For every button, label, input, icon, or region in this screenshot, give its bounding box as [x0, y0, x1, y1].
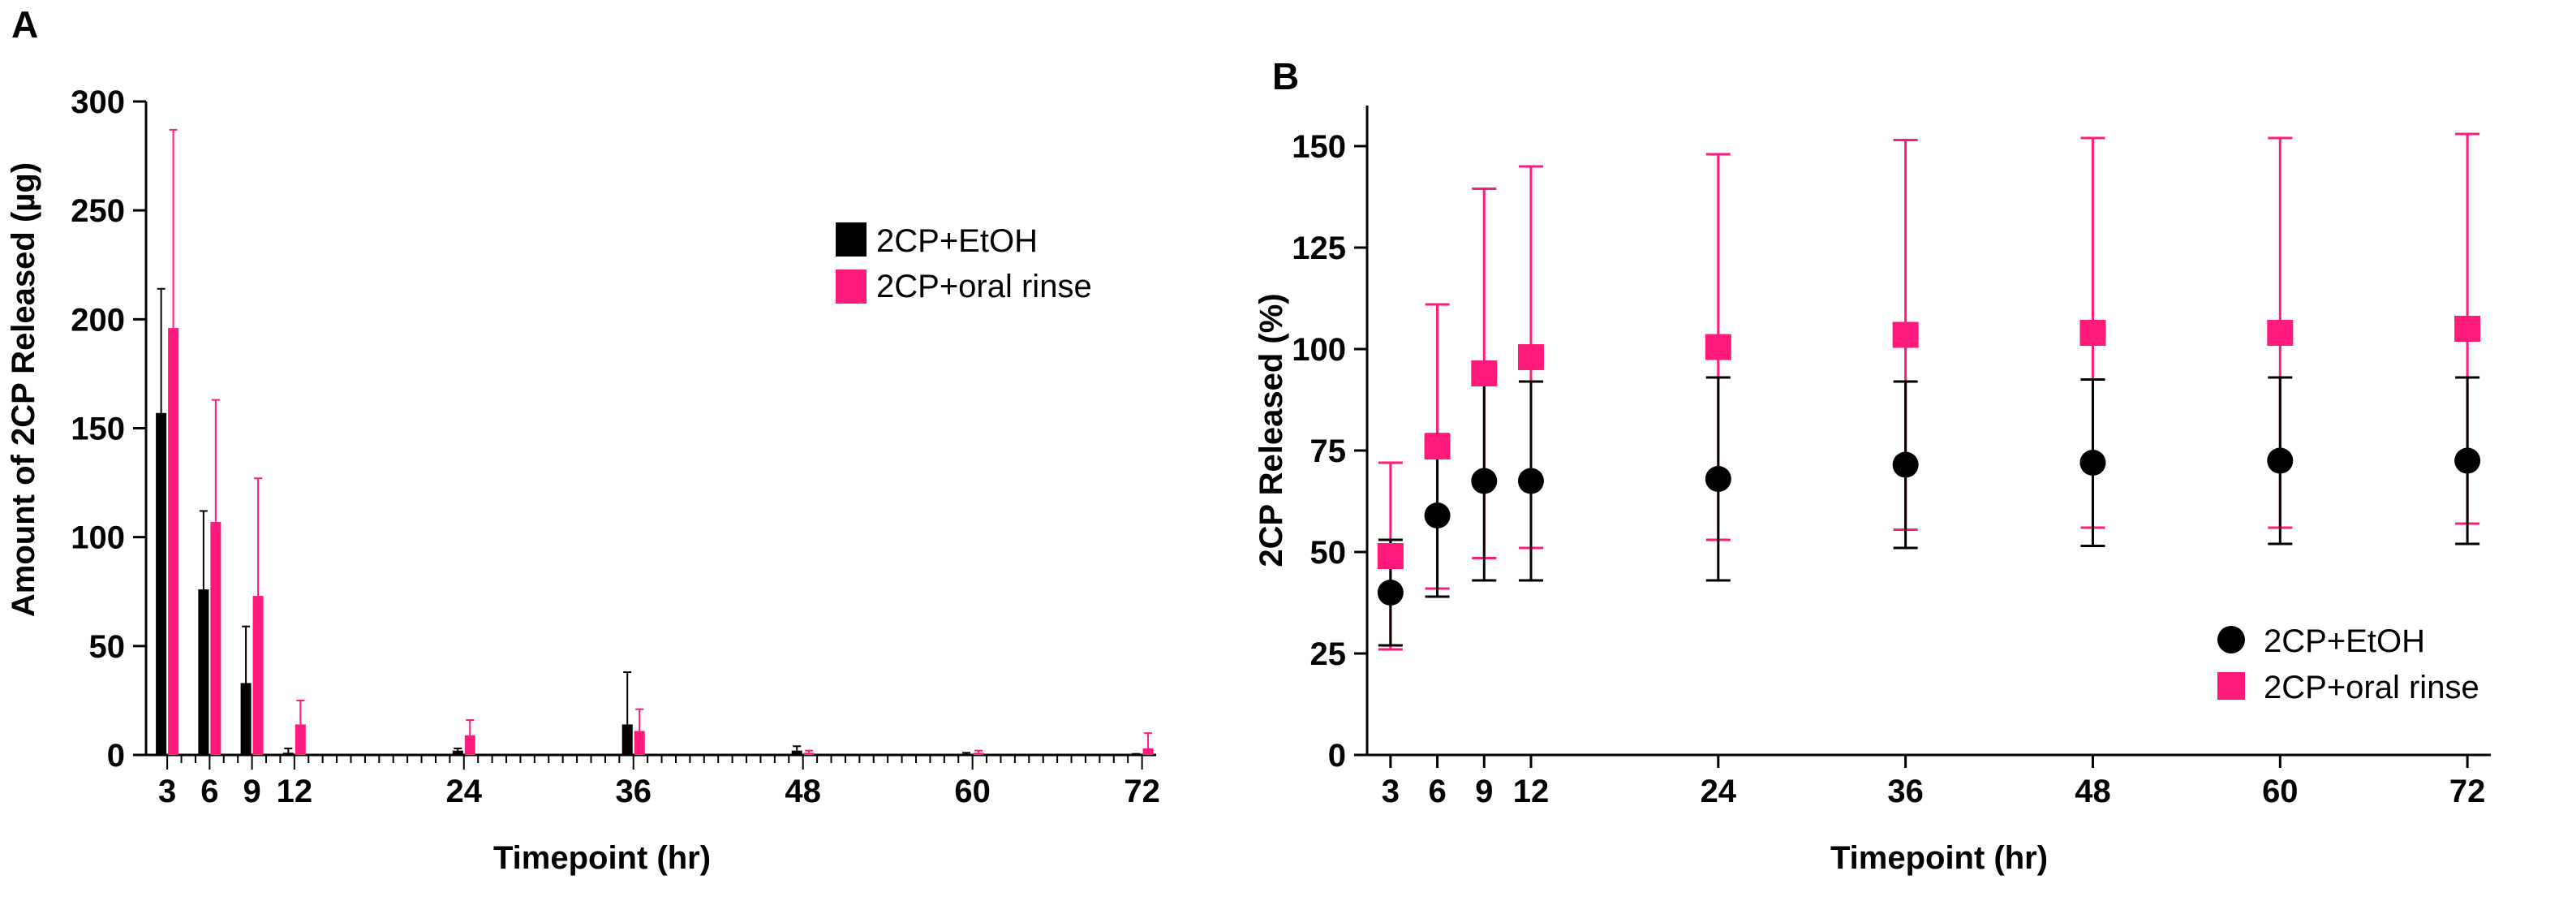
panel-b-point-ethanol — [1424, 502, 1451, 528]
panel-a-bar — [252, 596, 264, 755]
panel-b-x-tick-label: 48 — [2075, 774, 2111, 809]
panel-a-x-tick-label: 60 — [954, 774, 991, 809]
panel-a-bar — [634, 731, 645, 755]
panel-a-label: A — [11, 3, 38, 45]
panel-b-point-ethanol — [1892, 451, 1919, 478]
panel-a-bar — [1130, 754, 1142, 755]
panel-b-legend-marker-ethanol — [2217, 626, 2245, 653]
panel-b-point-oral-rinse — [2454, 316, 2481, 342]
panel-b-x-tick-label: 72 — [2449, 774, 2486, 809]
panel-b-y-tick-label: 150 — [1292, 129, 1346, 165]
panel-a-y-tick-label: 300 — [71, 84, 125, 120]
panel-b: B Timepoint (hr) 2CP Released (%) 2CP+Et… — [1254, 55, 2491, 876]
panel-a-x-tick-label: 24 — [446, 774, 483, 809]
panel-b-point-ethanol — [2454, 447, 2481, 474]
panel-a-y-tick-label: 200 — [71, 302, 125, 338]
panel-a-y-tick-label: 250 — [71, 193, 125, 229]
panel-a-bar — [282, 753, 294, 755]
panel-b-point-ethanol — [2079, 450, 2106, 476]
panel-b-point-oral-rinse — [1705, 334, 1731, 360]
panel-a-bar — [791, 750, 802, 755]
panel-b-y-tick-label: 50 — [1310, 535, 1347, 571]
panel-b-point-oral-rinse — [1471, 360, 1498, 386]
panel-b-point-oral-rinse — [1892, 321, 1919, 348]
panel-b-x-tick-label: 12 — [1513, 774, 1550, 809]
panel-b-point-ethanol — [1471, 468, 1498, 494]
panel-b-point-oral-rinse — [1377, 543, 1404, 569]
panel-b-x-tick-label: 60 — [2262, 774, 2299, 809]
panel-a-bar — [156, 412, 167, 755]
panel-b-point-oral-rinse — [2079, 320, 2106, 346]
panel-b-legend-label-ethanol: 2CP+EtOH — [2264, 623, 2425, 659]
panel-a-bar — [198, 589, 209, 755]
panel-b-y-tick-label: 0 — [1328, 738, 1346, 774]
panel-a-legend: 2CP+EtOH 2CP+oral rinse — [836, 222, 1092, 304]
panel-a-x-tick-label: 72 — [1124, 774, 1160, 809]
panel-b-point-oral-rinse — [1517, 344, 1544, 370]
panel-a-bar — [803, 753, 815, 755]
panel-b-point-ethanol — [1705, 466, 1731, 492]
panel-a-x-tick-label: 9 — [243, 774, 260, 809]
panel-a-x-tick-label: 3 — [158, 774, 176, 809]
panel-b-point-ethanol — [2267, 447, 2294, 474]
panel-a-y-axis-title: Amount of 2CP Released (µg) — [6, 162, 41, 617]
panel-a-bar — [240, 683, 252, 755]
panel-a-x-tick-label: 36 — [615, 774, 652, 809]
panel-b-legend-label-oral-rinse: 2CP+oral rinse — [2264, 670, 2479, 705]
panel-a-x-tick-label: 48 — [785, 774, 821, 809]
panel-a-bar — [295, 724, 306, 755]
panel-a-bar — [621, 724, 633, 755]
panel-b-y-tick-label: 75 — [1310, 433, 1347, 469]
panel-b-point-oral-rinse — [1424, 433, 1451, 459]
panel-b-point-oral-rinse — [2267, 320, 2294, 346]
panel-b-label: B — [1272, 55, 1299, 97]
panel-a-legend-swatch-oral-rinse — [836, 270, 867, 304]
panel-a-x-axis-title: Timepoint (hr) — [493, 840, 711, 876]
panel-a: A Timepoint (hr) Amount of 2CP Released … — [6, 3, 1160, 876]
panel-a-x-tick-label: 6 — [200, 774, 218, 809]
panel-a-y-tick-label: 50 — [89, 629, 126, 665]
panel-a-y-tick-label: 100 — [71, 520, 125, 556]
panel-b-point-ethanol — [1517, 468, 1544, 494]
panel-b-x-tick-label: 9 — [1475, 774, 1493, 809]
panel-a-bar — [452, 750, 463, 755]
panel-a-bar — [464, 735, 475, 755]
panel-b-x-tick-label: 36 — [1887, 774, 1924, 809]
panel-a-legend-label-oral-rinse: 2CP+oral rinse — [876, 269, 1092, 304]
panel-b-legend-marker-oral-rinse — [2217, 672, 2245, 700]
panel-b-x-tick-label: 6 — [1428, 774, 1446, 809]
panel-b-legend: 2CP+EtOH 2CP+oral rinse — [2217, 623, 2479, 705]
panel-a-bar — [973, 753, 984, 755]
panel-a-bar — [1142, 748, 1154, 755]
panel-b-y-tick-label: 125 — [1292, 231, 1346, 266]
panel-a-y-tick-label: 150 — [71, 412, 125, 447]
panel-a-bar — [961, 753, 972, 755]
panel-a-bar — [168, 328, 179, 756]
panel-b-y-tick-label: 25 — [1310, 636, 1347, 672]
panel-a-legend-swatch-ethanol — [836, 222, 867, 257]
panel-b-x-tick-label: 3 — [1382, 774, 1400, 809]
panel-b-point-ethanol — [1377, 580, 1404, 606]
panel-b-x-tick-label: 24 — [1701, 774, 1737, 809]
panel-a-bar — [210, 521, 221, 755]
panel-b-y-axis-title: 2CP Released (%) — [1254, 293, 1289, 567]
panel-b-y-tick-label: 100 — [1292, 332, 1346, 368]
panel-a-x-tick-label: 12 — [277, 774, 313, 809]
panel-b-x-axis-title: Timepoint (hr) — [1830, 840, 2048, 876]
panel-a-y-tick-label: 0 — [107, 738, 125, 774]
panel-a-legend-label-ethanol: 2CP+EtOH — [876, 223, 1038, 259]
